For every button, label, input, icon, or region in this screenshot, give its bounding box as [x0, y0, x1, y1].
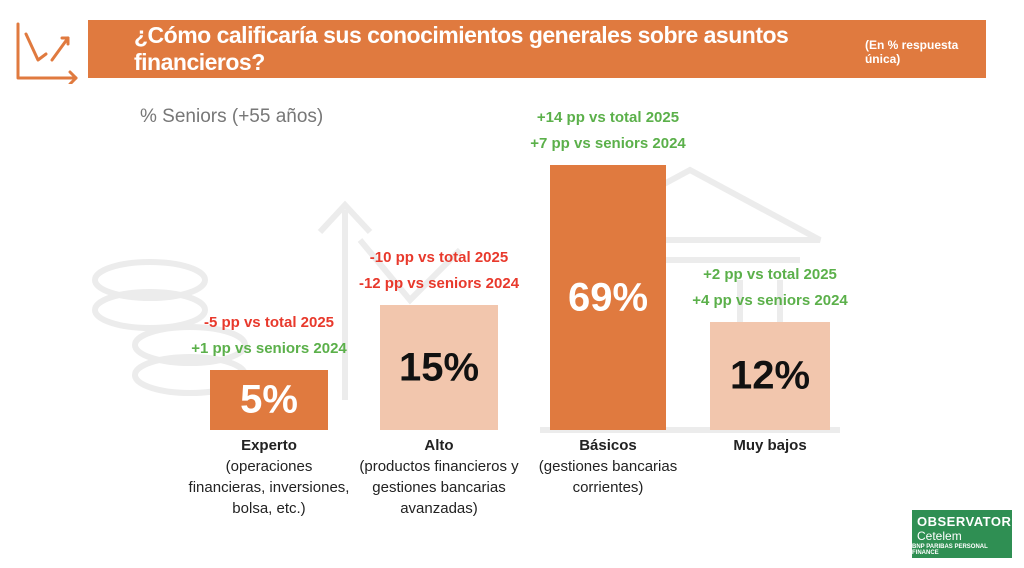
category-name: Experto [241, 437, 297, 454]
bar-annotation: -5 pp vs total 2025 [203, 314, 335, 331]
bar-value-label: 5% [240, 377, 298, 422]
category-description: bolsa, etc.) [232, 500, 306, 517]
bar-annotation: +1 pp vs seniors 2024 [191, 340, 347, 357]
category-description: gestiones bancarias [372, 479, 506, 496]
bar-2: 69% [550, 165, 666, 430]
category-description: (productos financieros y [359, 458, 519, 475]
category-description: financieras, inversiones, [188, 479, 350, 496]
bar-annotation: +14 pp vs total 2025 [536, 109, 680, 126]
category-name: Básicos [579, 437, 637, 454]
category-label: Muy bajos [733, 435, 806, 456]
header-note: (En % respuesta única) [864, 38, 959, 66]
bar-value-label: 12% [729, 353, 811, 398]
bar-value-label: 15% [398, 345, 480, 389]
category-description: (operaciones [225, 458, 313, 475]
bar-annotation: +7 pp vs seniors 2024 [530, 135, 686, 152]
bar-annotation: +4 pp vs seniors 2024 [692, 292, 848, 309]
category-label: Experto (operaciones financieras, inversio… [189, 435, 350, 519]
bar-3: 12% [710, 322, 830, 430]
chart-logo-icon [16, 22, 78, 84]
category-name: Alto [424, 437, 454, 454]
bar-value-label: 69% [567, 275, 649, 319]
category-label: Básicos (gestiones bancarias corrientes) [539, 435, 677, 498]
brand-line2: Cetelem [917, 529, 962, 543]
bar-annotation: -10 pp vs total 2025 [369, 249, 509, 266]
brand-line3: BNP PARIBAS PERSONAL FINANCE [912, 544, 988, 556]
header-title: ¿Cómo calificaría sus conocimientos gene… [134, 22, 789, 75]
category-description: corrientes) [572, 479, 644, 496]
bar-0: 5% [210, 370, 328, 430]
bar-annotation: -12 pp vs seniors 2024 [358, 275, 520, 292]
category-name: Muy bajos [733, 437, 807, 454]
header-banner: ¿Cómo calificaría sus conocimientos gene… [88, 20, 986, 78]
bar-1: 15% [380, 305, 498, 430]
category-description: (gestiones bancarias [538, 458, 678, 475]
observatorio-cetelem-logo: OBSERVATORIO Cetelem BNP PARIBAS PERSONA… [912, 510, 1024, 558]
category-description: avanzadas) [400, 500, 478, 517]
brand-line1: OBSERVATORIO [917, 514, 1024, 529]
category-label: Alto (productos financieros y gestiones ba… [359, 435, 518, 519]
chart-subtitle: % Seniors (+55 años) [140, 106, 324, 127]
bar-annotation: +2 pp vs total 2025 [703, 266, 837, 283]
